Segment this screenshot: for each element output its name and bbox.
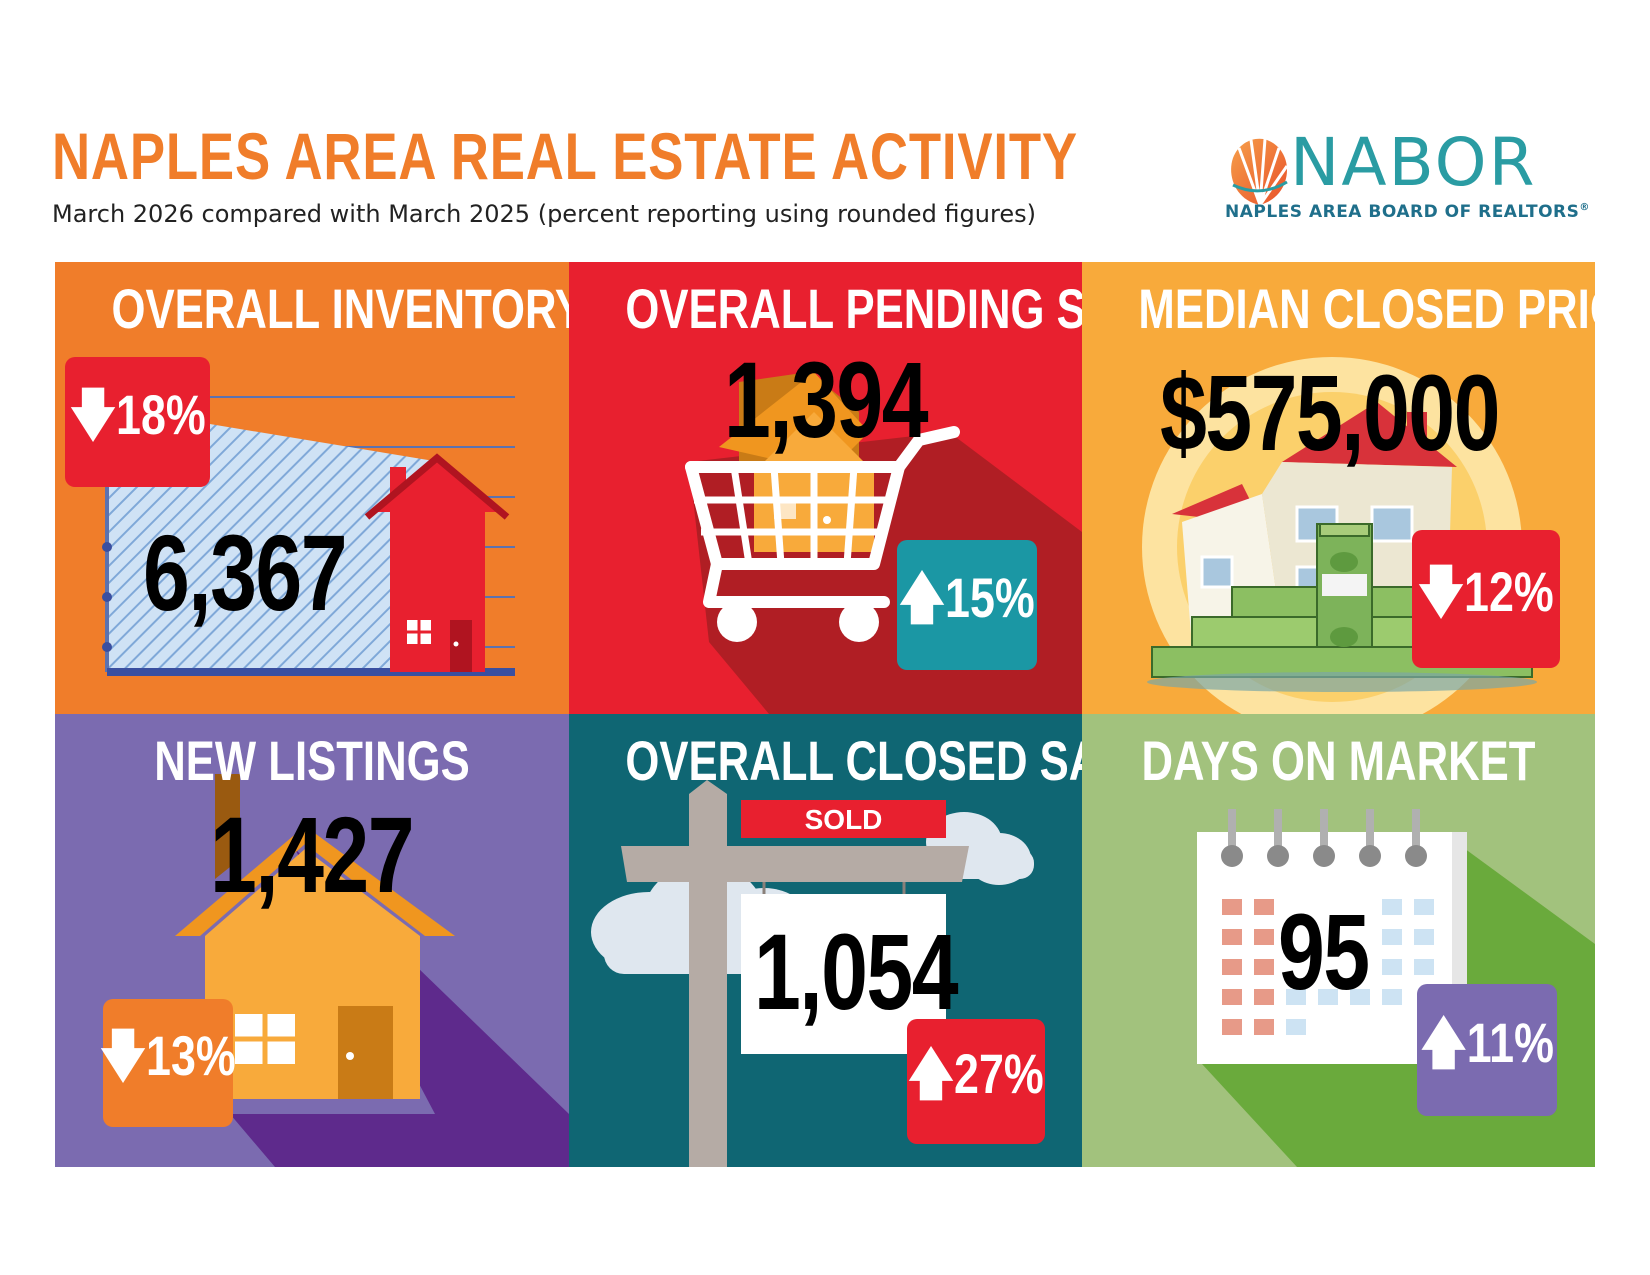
change-badge-text: 🡇18% — [70, 375, 206, 470]
arrow-up-icon: 🡅 — [899, 565, 946, 629]
arrow-down-icon: 🡇 — [69, 382, 116, 446]
metric-value: 1,427 — [210, 794, 415, 915]
panel-days-on-market: DAYS ON MARKET 95 🡅11% — [1082, 714, 1595, 1167]
shell-logo-icon — [1231, 138, 1289, 206]
change-badge: 🡅11% — [1417, 984, 1557, 1116]
metric-label: MEDIAN CLOSED PRICE — [1138, 277, 1595, 340]
panel-overall-closed-sales: SOLD OVERALL CLOSED SALES 1,054 🡅27% — [569, 714, 1082, 1167]
change-badge: 🡅15% — [897, 540, 1037, 670]
change-badge: 🡇13% — [100, 999, 236, 1127]
metrics-grid: OVERALL INVENTORY 6,367 🡇18% — [55, 262, 1595, 1167]
metric-label: OVERALL CLOSED SALES — [625, 729, 1082, 792]
registered-mark: ® — [1579, 202, 1590, 213]
arrow-down-icon: 🡇 — [100, 1023, 147, 1087]
change-badge-text: 🡅27% — [908, 1034, 1044, 1129]
change-percent: 12% — [1464, 559, 1554, 623]
panel-overall-pending-sales: OVERALL PENDING SALES 1,394 🡅15% — [569, 262, 1082, 714]
change-badge: 🡅27% — [907, 1019, 1045, 1144]
change-badge: 🡇18% — [65, 357, 210, 487]
metric-label: OVERALL PENDING SALES — [625, 277, 1082, 340]
page-title: NAPLES AREA REAL ESTATE ACTIVITY — [52, 119, 1078, 193]
page-subtitle: March 2026 compared with March 2025 (per… — [52, 200, 1036, 228]
sold-sign-icon — [591, 780, 1034, 1167]
metric-value: $575,000 — [1160, 352, 1500, 473]
panel-median-closed-price: MEDIAN CLOSED PRICE $575,000 🡇12% — [1082, 262, 1595, 714]
change-badge: 🡇12% — [1412, 530, 1560, 668]
change-badge-text: 🡇13% — [100, 1016, 236, 1111]
metric-label: OVERALL INVENTORY — [111, 277, 569, 340]
panel-overall-inventory: OVERALL INVENTORY 6,367 🡇18% — [55, 262, 569, 714]
change-badge-text: 🡅11% — [1420, 1003, 1553, 1098]
metric-value: 1,394 — [724, 339, 929, 460]
metric-label: NEW LISTINGS — [154, 729, 470, 792]
logo-tagline-text: NAPLES AREA BOARD OF REALTORS — [1225, 202, 1580, 222]
metric-label: DAYS ON MARKET — [1141, 729, 1536, 792]
metric-value: 1,054 — [754, 911, 959, 1032]
nabor-logo: NABOR NAPLES AREA BOARD OF REALTORS® — [1225, 124, 1595, 230]
change-percent: 15% — [945, 565, 1035, 629]
change-percent: 18% — [115, 382, 206, 446]
arrow-down-icon: 🡇 — [1418, 559, 1465, 623]
house-money-icon — [1142, 357, 1537, 714]
change-badge-text: 🡇12% — [1418, 552, 1554, 647]
sold-sign-label: SOLD — [804, 804, 883, 835]
metric-value: 6,367 — [143, 512, 348, 633]
change-percent: 27% — [954, 1042, 1044, 1105]
metric-value: 95 — [1278, 891, 1370, 1012]
logo-wordmark: NABOR — [1290, 124, 1537, 201]
house-icon — [175, 774, 569, 1167]
arrow-up-icon: 🡅 — [1420, 1010, 1467, 1074]
panel-new-listings: NEW LISTINGS 1,427 🡇13% — [55, 714, 569, 1167]
change-badge-text: 🡅15% — [899, 558, 1035, 653]
logo-tagline: NAPLES AREA BOARD OF REALTORS® — [1225, 202, 1590, 222]
change-percent: 11% — [1466, 1010, 1554, 1074]
change-percent: 13% — [146, 1023, 236, 1087]
arrow-up-icon: 🡅 — [908, 1042, 955, 1105]
